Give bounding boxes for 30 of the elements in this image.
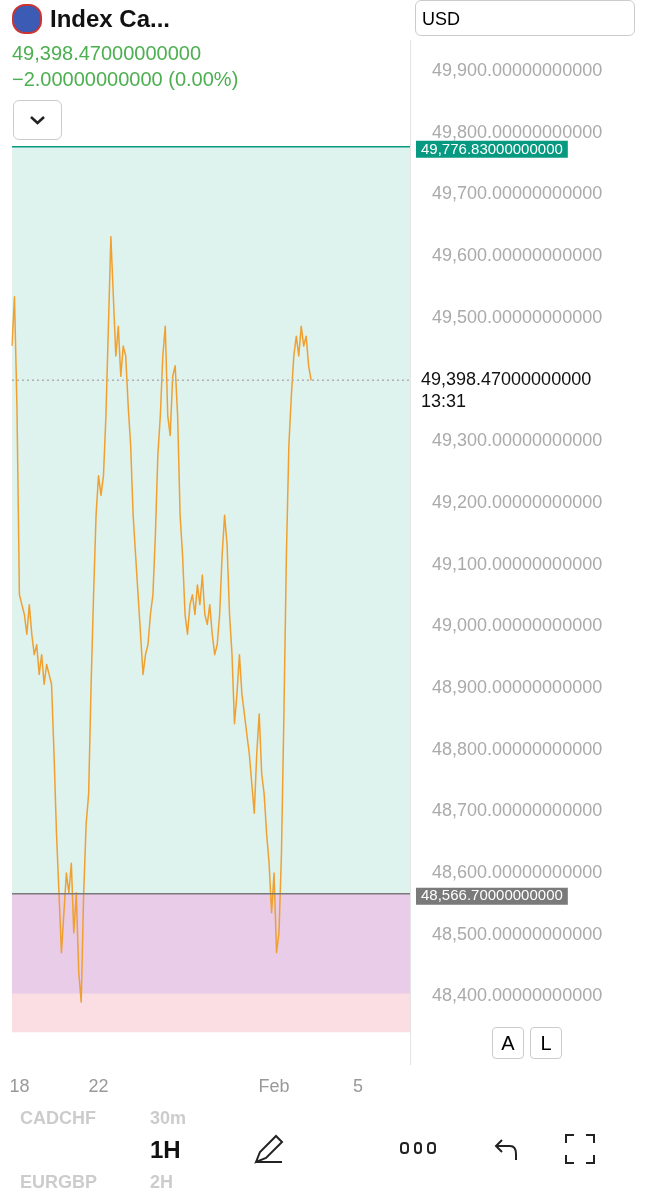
chart-subtitle: 49,398.47000000000 bbox=[12, 42, 202, 65]
chart-title: Index Ca... bbox=[50, 5, 171, 33]
x-tick-label: 18 bbox=[9, 1076, 30, 1097]
y-tick-label: 48,900.00000000000 bbox=[432, 676, 603, 697]
x-tick-label: 5 bbox=[353, 1076, 364, 1097]
y-tick-label: 49,800.00000000000 bbox=[432, 121, 603, 142]
text: L bbox=[530, 1027, 562, 1059]
text: A bbox=[492, 1027, 524, 1059]
text: 1H bbox=[150, 1136, 181, 1164]
y-tick-label: 49,100.00000000000 bbox=[432, 553, 603, 574]
y-tick-label: 49,600.00000000000 bbox=[432, 244, 603, 265]
text: 13:31 bbox=[421, 391, 467, 412]
y-tick-label: 49,500.00000000000 bbox=[432, 306, 603, 327]
annotation: −2.00000000000 (0.00%) bbox=[12, 68, 239, 91]
y-tick-label: 48,500.00000000000 bbox=[432, 923, 603, 944]
y-tick-label: 49,300.00000000000 bbox=[432, 430, 603, 451]
text: USD bbox=[415, 0, 635, 36]
y-tick-label: 48,700.00000000000 bbox=[432, 800, 603, 821]
y-tick-label: 48,800.00000000000 bbox=[432, 738, 603, 759]
y-tick-label: 49,700.00000000000 bbox=[432, 183, 603, 204]
x-tick-label: Feb bbox=[258, 1076, 290, 1097]
ref-line-label: 49,776.83000000000 bbox=[421, 139, 563, 157]
y-tick-label: 49,200.00000000000 bbox=[432, 491, 603, 512]
ref-line-label: 49,398.47000000000 bbox=[421, 369, 592, 390]
y-tick-label: 48,400.00000000000 bbox=[432, 985, 603, 1006]
y-tick-label: 49,900.00000000000 bbox=[432, 59, 603, 80]
y-tick-label: 49,000.00000000000 bbox=[432, 615, 603, 636]
y-tick-label: 48,600.00000000000 bbox=[432, 862, 603, 883]
x-tick-label: 22 bbox=[88, 1076, 109, 1097]
ref-line-label: 48,566.70000000000 bbox=[421, 886, 563, 904]
